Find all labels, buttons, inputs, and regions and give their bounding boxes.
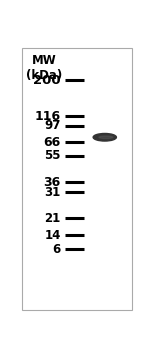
Text: 200: 200 (33, 74, 61, 87)
Text: 6: 6 (52, 243, 61, 256)
Ellipse shape (99, 136, 113, 139)
Text: 36: 36 (43, 176, 61, 188)
Text: 55: 55 (44, 149, 61, 162)
Text: 66: 66 (43, 135, 61, 148)
Text: 97: 97 (44, 119, 61, 132)
Text: 116: 116 (34, 110, 61, 122)
Ellipse shape (93, 133, 116, 141)
Text: 14: 14 (44, 229, 61, 242)
Text: MW
(kDa): MW (kDa) (26, 54, 62, 82)
Text: 21: 21 (44, 212, 61, 225)
Text: 31: 31 (44, 186, 61, 199)
